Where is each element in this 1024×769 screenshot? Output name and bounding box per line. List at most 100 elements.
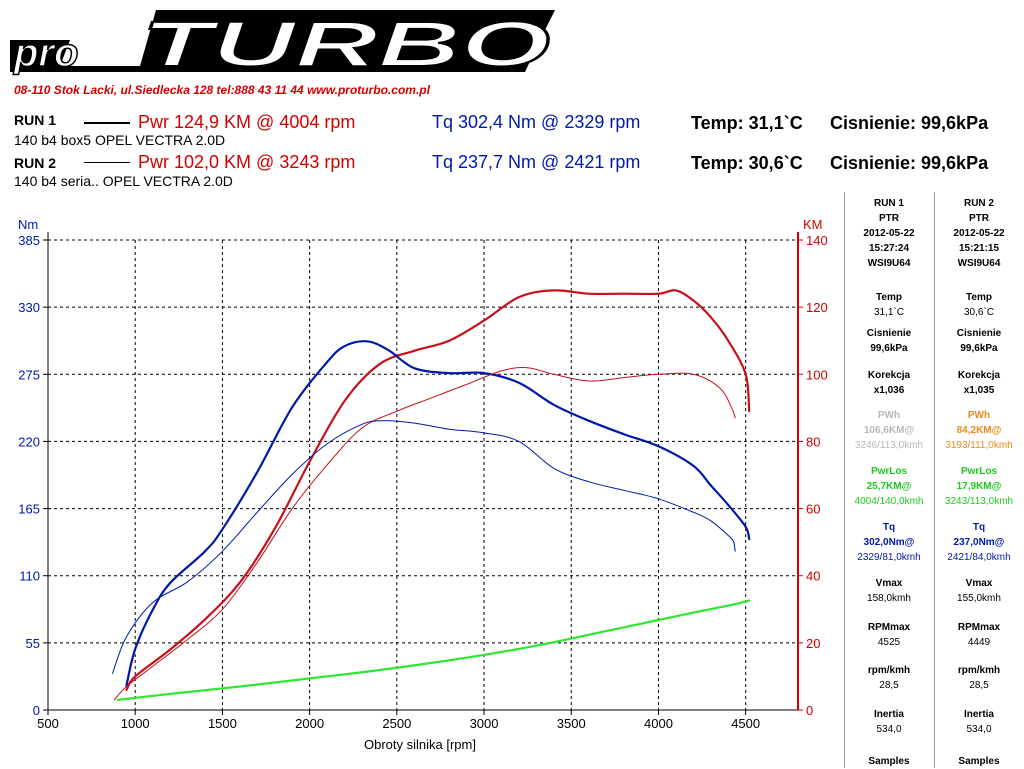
run2-label: RUN 2	[14, 155, 57, 171]
x-tick-2500: 2500	[382, 716, 411, 731]
run2-press-value: 99,6kPa	[960, 343, 998, 354]
run2-legend-line	[84, 162, 130, 163]
run1-corr-label: Korekcja	[867, 370, 911, 381]
run1-samples-label: Samples	[868, 756, 910, 767]
run1-press-label: Cisnienie	[866, 328, 912, 339]
run2-samples-label: Samples	[958, 756, 1000, 767]
run1-ratio-value: 28,5	[879, 680, 899, 691]
chart-ticks: 500 1000 1500 2000 2500 3000 3500 4000 4500 0 55 11…	[18, 233, 827, 731]
chart-curves	[112, 289, 751, 701]
y-right-tick-120: 120	[806, 300, 828, 315]
run2-temp-label: Temp	[966, 292, 992, 303]
run1-rpm-value: 4525	[877, 637, 901, 648]
chart-grid	[48, 239, 798, 710]
run2-results-column: RUN 2 PTR 2012-05-22 15:21:15 WSI9U64 Te…	[934, 192, 1023, 768]
run2-pressure: Cisnienie: 99,6kPa	[830, 153, 989, 173]
y-right-axis-label: KM	[803, 217, 823, 232]
proturbo-logo: pro TURBO	[10, 7, 555, 81]
run1-corr-value: x1,036	[873, 385, 905, 396]
run2-rpm-label: RPMmax	[957, 622, 1001, 633]
y-right-tick-20: 20	[806, 636, 820, 651]
run1-tq-value: 302,0Nm@	[863, 537, 915, 548]
logo-turbo: TURBO	[142, 8, 550, 80]
run2-vmax-label: Vmax	[965, 578, 993, 589]
series-pwrlos-run1	[116, 599, 751, 701]
logo-pro: pro	[13, 31, 78, 75]
run2-header: RUN 2 PTR 2012-05-22 15:21:15 WSI9U64	[935, 196, 1023, 271]
run1-press-value: 99,6kPa	[870, 343, 908, 354]
y-right-tick-0: 0	[806, 703, 813, 718]
run1-loss-sub: 4004/140,0kmh	[854, 496, 924, 507]
run1-loss-label: PwrLos	[870, 466, 908, 477]
run1-pwh-label: PWh	[877, 410, 901, 421]
run1-header-title: RUN 1	[873, 198, 904, 209]
run2-ratio-value: 28,5	[969, 680, 989, 691]
run1-ratio-label: rpm/kmh	[867, 665, 911, 676]
run2-tq-sub: 2421/84,0kmh	[947, 552, 1011, 563]
run2-rpm-value: 4449	[967, 637, 991, 648]
run2-torque: Tq 237,7 Nm @ 2421 rpm	[432, 152, 641, 172]
run2-header-date: 2012-05-22	[953, 228, 1005, 239]
run1-rpm-label: RPMmax	[867, 622, 911, 633]
run2-corr-value: x1,035	[963, 385, 995, 396]
series-tq-run1	[125, 340, 751, 687]
y-left-tick-55: 55	[26, 636, 40, 651]
run2-loss-label: PwrLos	[960, 466, 998, 477]
run2-header-title: RUN 2	[963, 198, 994, 209]
x-tick-4500: 4500	[731, 716, 760, 731]
run2-header-id: WSI9U64	[957, 258, 1001, 269]
x-tick-1500: 1500	[208, 716, 237, 731]
run1-vmax-value: 158,0kmh	[867, 593, 911, 604]
series-pwr-run2	[113, 366, 736, 701]
x-tick-2000: 2000	[295, 716, 324, 731]
y-right-tick-40: 40	[806, 569, 820, 584]
run1-temp-label: Temp	[876, 292, 902, 303]
run2-temp: Temp: 30,6`C	[691, 153, 803, 173]
run1-pwh-sub: 3246/113,0kmh	[854, 440, 924, 451]
y-left-tick-165: 165	[18, 502, 40, 517]
run2-pwh-value: 84,2KM@	[956, 425, 1002, 436]
y-left-tick-385: 385	[18, 233, 40, 248]
series-pwr-run1	[125, 289, 751, 691]
series-tq-run2	[112, 420, 736, 674]
run1-torque: Tq 302,4 Nm @ 2329 rpm	[432, 112, 641, 132]
x-tick-1000: 1000	[121, 716, 150, 731]
run2-power: Pwr 102,0 KM @ 3243 rpm	[138, 152, 356, 172]
run1-temp-value: 31,1`C	[873, 307, 904, 318]
y-right-tick-60: 60	[806, 502, 820, 517]
run1-inertia-value: 534,0	[876, 724, 902, 735]
run1-inertia-label: Inertia	[873, 709, 904, 720]
run1-pressure: Cisnienie: 99,6kPa	[830, 113, 989, 133]
run1-pwh-value: 106,6KM@	[863, 425, 915, 436]
run1-power: Pwr 124,9 KM @ 4004 rpm	[138, 112, 356, 132]
x-tick-500: 500	[37, 716, 59, 731]
y-left-tick-275: 275	[18, 367, 40, 382]
run1-tq-label: Tq	[882, 522, 896, 533]
x-tick-3500: 3500	[557, 716, 586, 731]
y-right-tick-80: 80	[806, 434, 820, 449]
run2-press-label: Cisnienie	[956, 328, 1002, 339]
run1-header-date: 2012-05-22	[863, 228, 915, 239]
run2-temp-value: 30,6`C	[963, 307, 994, 318]
run2-pwh-sub: 3193/111,0kmh	[945, 440, 1013, 451]
run1-header-type: PTR	[879, 213, 899, 224]
run1-label: RUN 1	[14, 112, 57, 128]
run1-legend-line	[84, 122, 130, 124]
y-left-axis-label: Nm	[18, 217, 38, 232]
run1-tq-sub: 2329/81,0kmh	[857, 552, 921, 563]
run1-header-id: WSI9U64	[867, 258, 911, 269]
x-tick-3000: 3000	[470, 716, 499, 731]
results-panel: RUN 1 PTR 2012-05-22 15:27:24 WSI9U64 Te…	[844, 192, 1024, 768]
run2-loss-sub: 3243/113,0kmh	[944, 496, 1014, 507]
run1-loss-value: 25,7KM@	[866, 481, 912, 492]
y-left-tick-110: 110	[19, 569, 40, 584]
run2-loss-value: 17,9KM@	[956, 481, 1002, 492]
run2-car: 140 b4 seria.. OPEL VECTRA 2.0D	[14, 173, 233, 189]
y-right-tick-100: 100	[806, 367, 828, 382]
run2-pwh-label: PWh	[967, 410, 991, 421]
run2-ratio-label: rpm/kmh	[957, 665, 1001, 676]
run2-header-type: PTR	[969, 213, 989, 224]
x-tick-4000: 4000	[644, 716, 673, 731]
run1-header: RUN 1 PTR 2012-05-22 15:27:24 WSI9U64	[845, 196, 933, 271]
run1-vmax-label: Vmax	[875, 578, 903, 589]
